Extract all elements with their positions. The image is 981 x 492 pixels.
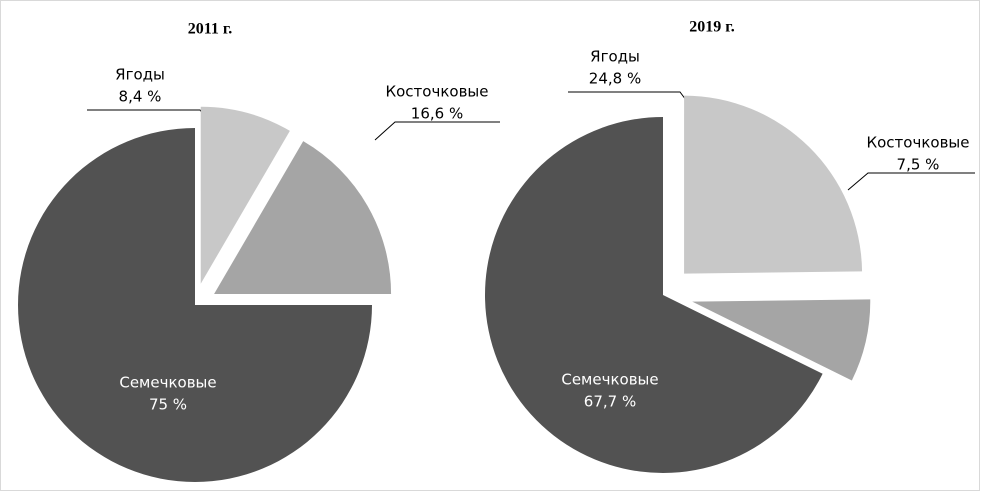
value-label: 24,8 % xyxy=(589,70,641,88)
pie-slice xyxy=(684,95,863,274)
chart-title: 2011 г. xyxy=(188,21,233,38)
pie-slice xyxy=(485,117,823,473)
leader-line xyxy=(847,172,975,191)
value-label: 7,5 % xyxy=(897,156,940,174)
pie-slice xyxy=(692,299,871,381)
slice-label: Косточковые xyxy=(866,134,969,152)
slice-label: Ягоды xyxy=(590,48,640,66)
leader-line xyxy=(374,121,500,141)
slice-label: Ягоды xyxy=(115,66,165,84)
slice-label: Семечковые xyxy=(561,371,658,389)
slice-label: Семечковые xyxy=(119,374,216,392)
value-label: 16,6 % xyxy=(411,105,463,123)
pie-slice xyxy=(214,141,392,295)
slice-label: Косточковые xyxy=(385,83,488,101)
value-label: 75 % xyxy=(149,396,187,414)
chart-title: 2019 г. xyxy=(689,19,734,36)
value-label: 8,4 % xyxy=(119,88,162,106)
pie-slice xyxy=(200,106,290,284)
pie-slice xyxy=(18,128,372,482)
value-label: 67,7 % xyxy=(584,393,636,411)
